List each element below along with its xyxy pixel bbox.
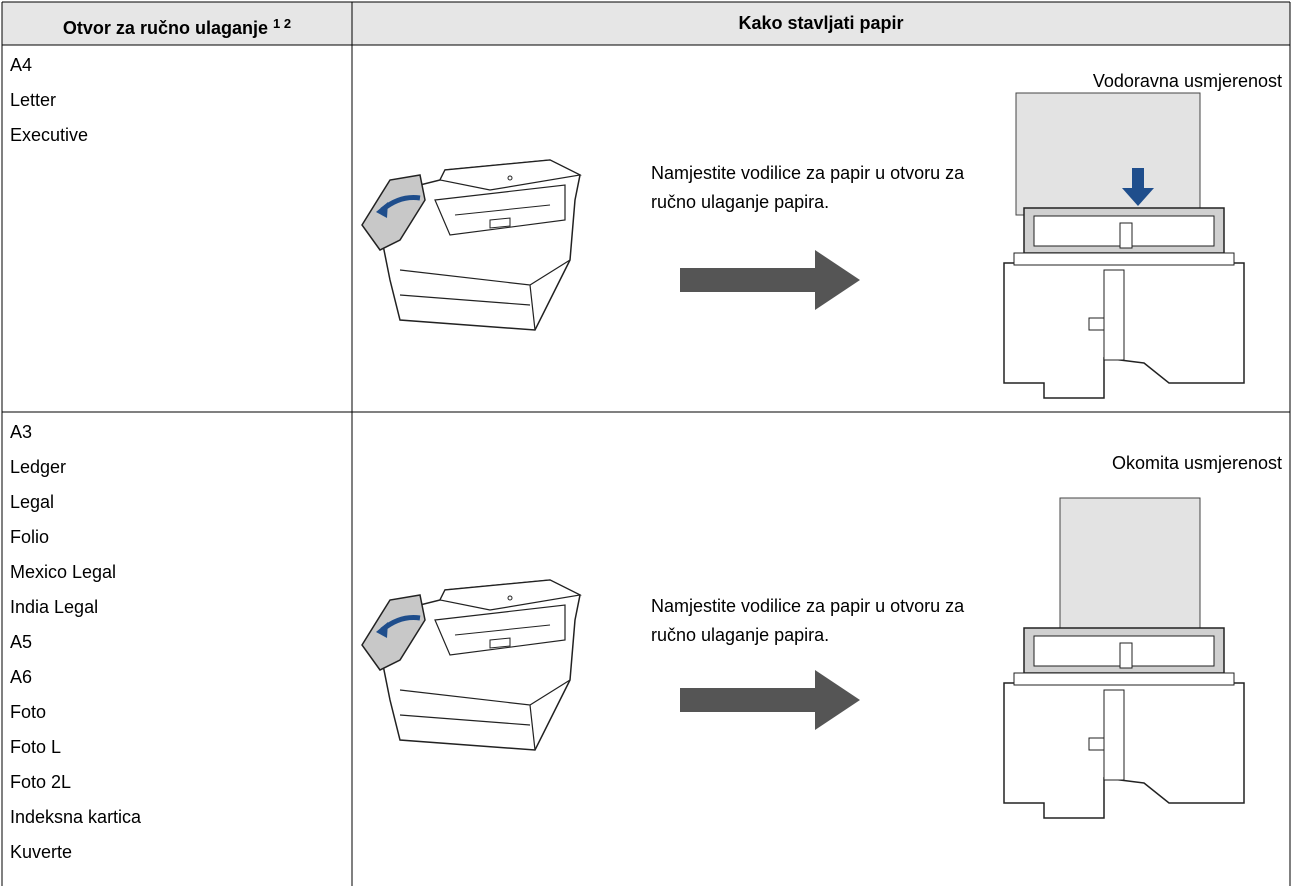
paper-size: A6 bbox=[10, 667, 33, 687]
header-row bbox=[2, 2, 1290, 45]
header-cell: Otvor za ručno ulaganje 1 2 bbox=[2, 2, 352, 45]
paper-size: Indeksna kartica bbox=[10, 807, 142, 827]
instruction: Namjestite vodilice za papir u otvoru za… bbox=[651, 163, 965, 212]
paper bbox=[1059, 497, 1201, 641]
paper-size: A5 bbox=[10, 632, 33, 652]
size-list: A4 Letter Executive bbox=[10, 54, 88, 159]
paper-size: Executive bbox=[10, 125, 89, 145]
paper-size: Foto bbox=[10, 702, 47, 722]
size-list: A3 Ledger Legal Folio Mexico Legal India Lega… bbox=[10, 421, 141, 876]
orientation-label: Okomita usmjerenost bbox=[1111, 453, 1282, 473]
printer-illustration bbox=[362, 160, 580, 330]
paper-size: India Legal bbox=[10, 597, 99, 617]
paper-size: Mexico Legal bbox=[10, 562, 117, 582]
orientation-label: Vodoravna usmjerenost bbox=[1092, 71, 1282, 91]
paper bbox=[1015, 92, 1201, 216]
printer-illustration bbox=[1003, 207, 1245, 399]
arrow bbox=[1122, 168, 1154, 206]
footnote: 2 bbox=[283, 16, 292, 31]
arrow bbox=[680, 670, 860, 730]
paper-size: A3 bbox=[10, 422, 33, 442]
paper-size: Kuverte bbox=[10, 842, 73, 862]
header-text: Otvor za ručno ulaganje bbox=[62, 18, 268, 38]
paper-size: Ledger bbox=[10, 457, 67, 477]
header-cell: Kako stavljati papir bbox=[352, 2, 1290, 45]
footnote: 1 bbox=[272, 16, 281, 31]
paper-size: Folio bbox=[10, 527, 50, 547]
instruction: Namjestite vodilice za papir u otvoru za… bbox=[651, 596, 965, 645]
header-text: Kako stavljati papir bbox=[738, 13, 904, 33]
paper-size: A4 bbox=[10, 55, 33, 75]
paper-size: Foto 2L bbox=[10, 772, 72, 792]
paper-size: Foto L bbox=[10, 737, 62, 757]
paper-size: Legal bbox=[10, 492, 55, 512]
paper-size: Letter bbox=[10, 90, 57, 110]
footnote-refs: 1 2 bbox=[273, 16, 291, 31]
arrow bbox=[680, 250, 860, 310]
printer-illustration bbox=[1003, 627, 1245, 819]
printer-illustration bbox=[362, 580, 580, 750]
